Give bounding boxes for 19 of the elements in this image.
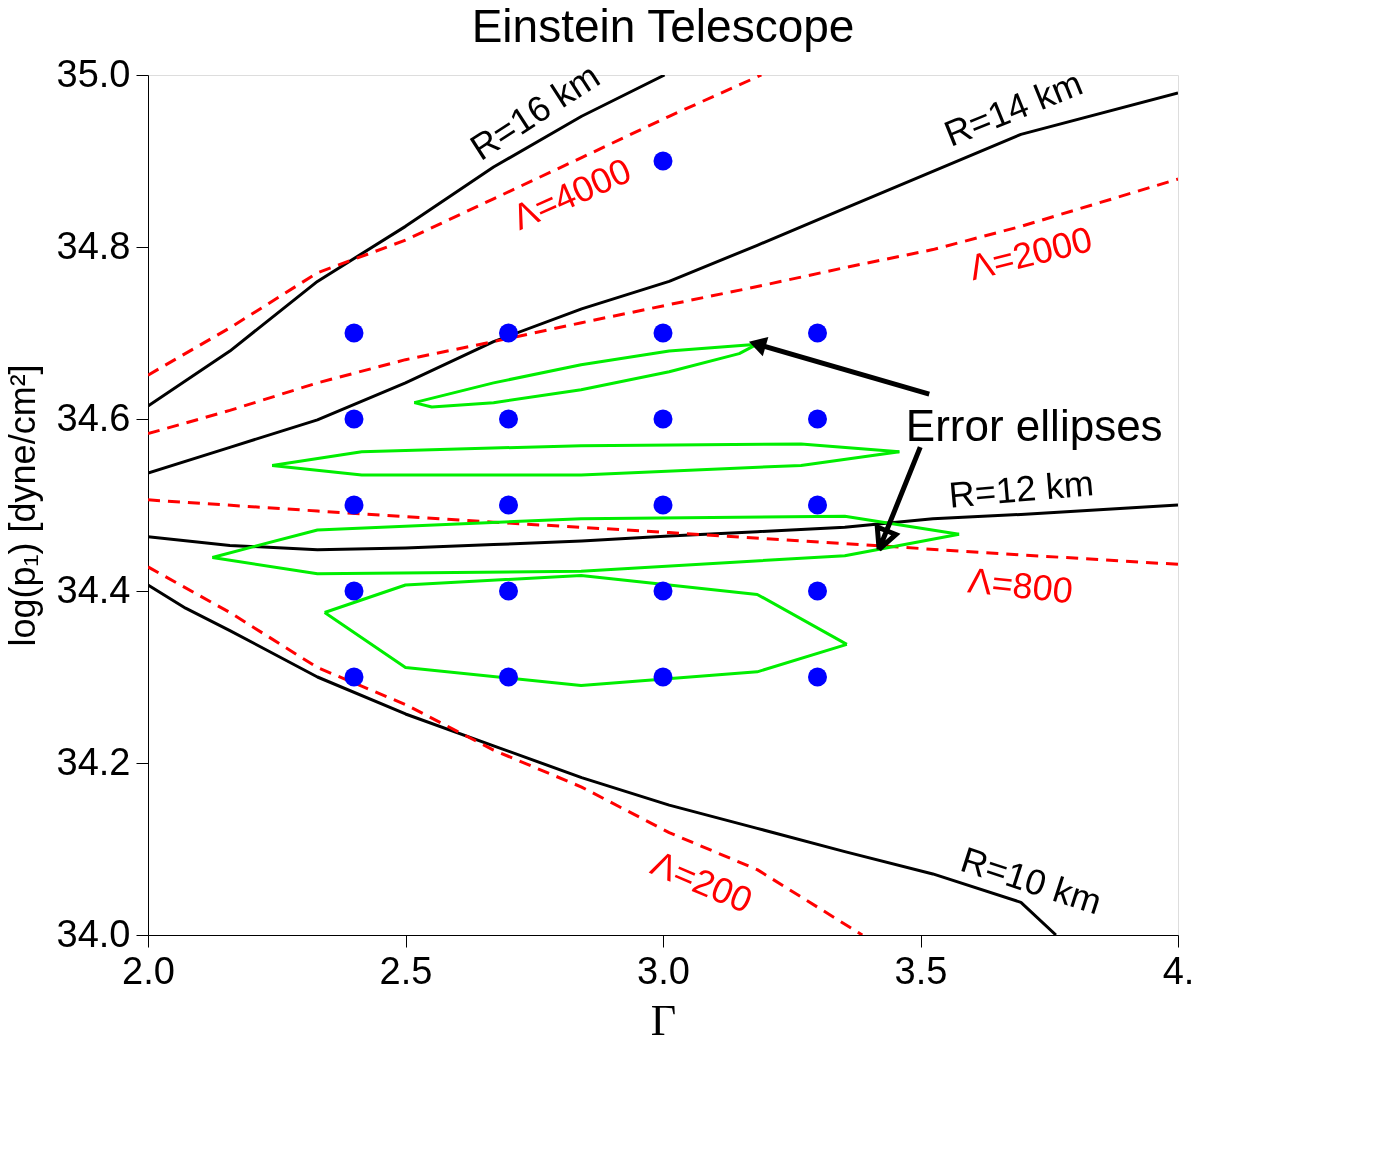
text: R=10 km: [956, 838, 1107, 923]
x-tick-label: 2.5: [379, 949, 433, 992]
x-tick-label: 3.0: [637, 949, 690, 992]
x-tick-label: 3.5: [894, 949, 948, 992]
y-tick-label: 34.2: [56, 740, 131, 783]
y-tick-label: 35.0: [56, 52, 131, 95]
text: Λ=800: [965, 559, 1075, 612]
series-label: R=12 km: [947, 462, 1096, 516]
y-tick-label: 34.8: [56, 224, 131, 267]
x-axis-title: Γ: [650, 995, 677, 1045]
x-tick-label: 4.: [1162, 949, 1195, 992]
annotation: Error ellipses: [905, 401, 1163, 451]
y-axis-title: log(p₁) [dyne/cm²]: [1, 364, 43, 647]
text: Λ=200: [645, 842, 759, 922]
chart-title: Einstein Telescope: [471, 0, 855, 52]
text: Λ=2000: [964, 218, 1097, 289]
y-tick-label: 34.4: [56, 568, 131, 611]
text: R=14 km: [938, 61, 1089, 155]
y-tick-label: 34.6: [56, 396, 131, 439]
